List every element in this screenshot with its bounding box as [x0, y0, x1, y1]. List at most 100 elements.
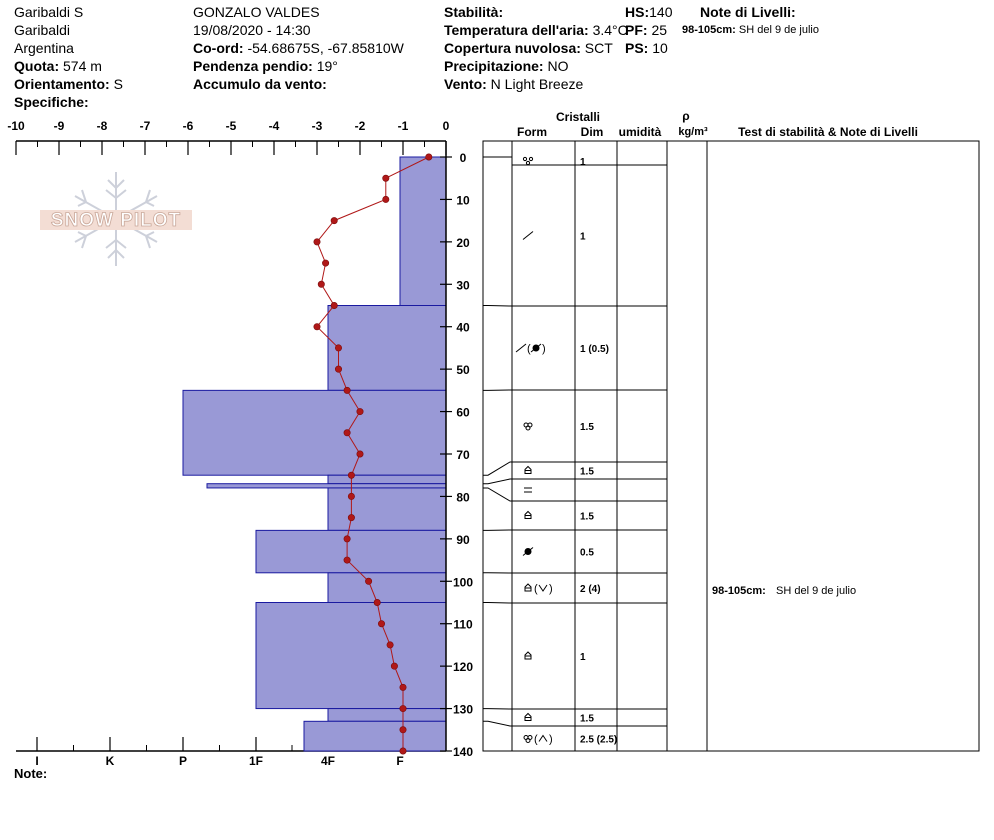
wind-loading-label: Accumulo da vento: — [193, 76, 327, 92]
cloud-cover-field: Copertura nuvolosa: SCT — [444, 39, 613, 57]
top-layer-note: 98-105cm: SH del 9 de julio — [682, 24, 819, 36]
temperature-tick-label: -6 — [183, 119, 194, 133]
hardness-axis: I K P 1F 4F F — [16, 737, 446, 768]
temperature-point — [347, 514, 355, 522]
crystal-layer: () 2 (4) — [512, 583, 667, 604]
layer-note-text: SH del 9 de julio — [776, 585, 856, 597]
precipitation-field: Precipitazione: NO — [444, 57, 568, 75]
cloud-cover-value: SCT — [584, 40, 613, 56]
hardness-tick-label: I — [35, 754, 38, 768]
hardness-layer — [206, 483, 447, 489]
temperature-point — [343, 556, 351, 564]
wind-label: Vento: — [444, 76, 487, 92]
specifics-label: Specifiche: — [14, 94, 89, 110]
temperature-point — [343, 535, 351, 543]
temperature-point — [399, 726, 407, 734]
elevation-field: Quota: 574 m — [14, 57, 102, 75]
aspect-field: Orientamento: S — [14, 75, 123, 93]
slope-field: Pendenza pendio: 19° — [193, 57, 338, 75]
temperature-point — [377, 620, 385, 628]
decomp-glyph — [515, 343, 527, 353]
ps-field: PS: 10 — [625, 39, 668, 57]
hardness-layer — [255, 602, 447, 710]
glyph-paren-close: ) — [549, 734, 553, 746]
hardness-tick-label: K — [106, 754, 115, 768]
ps-value: 10 — [652, 40, 668, 56]
temperature-tick-label: -3 — [312, 119, 323, 133]
logo-text: SNOW PILOT — [51, 210, 181, 231]
temperature-tick-label: -7 — [140, 119, 151, 133]
depth-tick-label: 50 — [456, 363, 470, 377]
rounded-glyph-line — [522, 547, 534, 556]
hardness-tick-label: 1F — [249, 754, 263, 768]
slope-value: 19° — [316, 58, 338, 74]
layer-connector — [483, 602, 512, 604]
temperature-point — [330, 217, 338, 225]
temperature-point — [399, 747, 407, 755]
temperature-point — [322, 259, 330, 267]
depth-tick-label: 110 — [453, 618, 473, 632]
pf-value: 25 — [651, 22, 668, 38]
decomp-glyph — [522, 231, 534, 240]
temperature-point — [343, 386, 351, 394]
temperature-point — [382, 174, 390, 182]
hardness-layer — [182, 389, 447, 476]
depth-tick-label: 20 — [456, 236, 470, 250]
air-temp-field: Temperatura dell'aria: 3.4°C — [444, 21, 628, 39]
pf-label: PF: — [625, 22, 648, 38]
hardness-layer — [327, 305, 447, 391]
depth-tick-label: 40 — [456, 321, 470, 335]
depth-tick-label: 130 — [453, 703, 473, 717]
crystal-layer: 1.5 — [512, 422, 667, 463]
layer-notes-title: Note di Livelli: — [700, 4, 796, 20]
layer-note-range: 98-105cm: — [712, 585, 766, 597]
crystal-size-label: 1 — [580, 232, 586, 243]
hardness-layer — [303, 720, 447, 752]
temperature-axis: -10 -9 -8 -7 -6 -5 -4 -3 -2 -1 0 — [7, 119, 450, 155]
temperature-point — [313, 323, 321, 331]
layer-connector — [483, 305, 512, 307]
hardness-layer — [399, 156, 447, 306]
crystal-layer: 1.5 — [512, 465, 667, 480]
temperature-point — [425, 153, 433, 161]
observation-datetime: 19/08/2020 - 14:30 — [193, 22, 311, 38]
temperature-point — [313, 238, 321, 246]
slope-label: Pendenza pendio: — [193, 58, 313, 74]
hardness-layer — [327, 487, 447, 531]
hardness-layer — [327, 708, 447, 722]
elevation-value: 574 m — [63, 58, 102, 74]
hardness-layers — [182, 156, 447, 752]
crystal-layer: () 2.5 (2.5) — [523, 734, 617, 746]
glyph-paren-open: ( — [534, 734, 538, 746]
elevation-label: Quota: — [14, 58, 60, 74]
wind-field: Vento: N Light Breeze — [444, 75, 583, 93]
top-layer-note-range: 98-105cm: — [682, 24, 736, 36]
coordinates-label: Co-ord: — [193, 40, 244, 56]
layer-connector — [483, 461, 512, 476]
temperature-point — [356, 408, 364, 416]
depth-tick-label: 10 — [456, 193, 470, 207]
temperature-point — [365, 577, 373, 585]
snow-height-field: HS:140 — [625, 3, 672, 21]
note-label: Note: — [14, 766, 47, 781]
crystal-size-label: 2.5 (2.5) — [580, 735, 617, 746]
coordinates-field: Co-ord: -54.68675S, -67.85810W — [193, 39, 404, 57]
crystal-size-label: 1 — [580, 157, 586, 168]
precip-glyph — [522, 156, 528, 162]
crystal-size-label: 1.5 — [580, 714, 594, 725]
temperature-point — [386, 641, 394, 649]
temperature-point — [373, 598, 381, 606]
temperature-point — [390, 662, 398, 670]
melt-glyph — [525, 425, 531, 431]
temperature-tick-label: -2 — [355, 119, 366, 133]
crystal-size-label: 1.5 — [580, 512, 594, 523]
layer-connector — [483, 720, 512, 727]
temperature-point — [347, 471, 355, 479]
hardness-tick-label: F — [396, 754, 403, 768]
temperature-point — [317, 280, 325, 288]
temperature-point — [343, 429, 351, 437]
cup-glyph — [538, 734, 548, 742]
logo-banner — [40, 210, 192, 230]
wind-loading-field: Accumulo da vento: — [193, 75, 327, 93]
